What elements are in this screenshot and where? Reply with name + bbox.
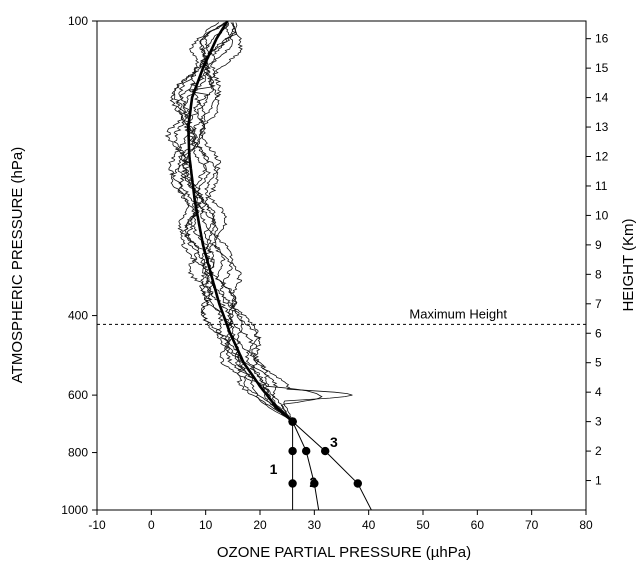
x-tick-label: 30 <box>308 518 322 532</box>
extrapolation-point <box>301 446 311 456</box>
x-tick-label: -10 <box>88 518 106 532</box>
y-axis-left: 100 400 600 800 1000 <box>61 14 97 517</box>
height-tick-label: 6 <box>595 326 602 340</box>
x-tick-label: 20 <box>253 518 267 532</box>
height-tick-label: 3 <box>595 415 602 429</box>
extrapolation-point <box>353 479 362 488</box>
profile-line <box>191 22 323 422</box>
extrapolation-line <box>292 421 320 511</box>
x-tick-label: 0 <box>148 518 155 532</box>
x-axis-title: OZONE PARTIAL PRESSURE (µhPa) <box>217 544 471 561</box>
height-tick-label: 10 <box>595 208 609 222</box>
pressure-tick-label: 800 <box>68 446 88 460</box>
left-axis-title: ATMOSPHERIC PRESSURE (hPa) <box>9 147 26 383</box>
pressure-tick-label: 600 <box>68 388 88 402</box>
right-axis-title: HEIGHT (Km) <box>620 218 637 311</box>
plot-frame <box>96 20 587 511</box>
height-tick-label: 4 <box>595 385 602 399</box>
extrapolation-line <box>292 421 372 511</box>
height-tick-label: 12 <box>595 150 609 164</box>
height-tick-label: 7 <box>595 297 602 311</box>
plot-border <box>96 20 587 511</box>
profile-line <box>164 22 293 422</box>
extrapolation-point <box>321 446 330 456</box>
height-tick-label: 2 <box>595 444 602 458</box>
x-tick-label: 60 <box>471 518 485 532</box>
extrapolation-label: 3 <box>330 434 338 450</box>
individual-profiles <box>164 22 353 422</box>
height-tick-label: 14 <box>595 91 609 105</box>
pressure-tick-label: 100 <box>68 14 88 28</box>
height-tick-label: 13 <box>595 120 609 134</box>
pressure-tick-label: 1000 <box>61 503 88 517</box>
maximum-height-label: Maximum Height <box>409 306 507 321</box>
x-tick-label: 70 <box>525 518 539 532</box>
extrapolation-label: 2 <box>309 474 317 490</box>
extrapolation-label: 1 <box>270 461 278 477</box>
extrapolation-paths: 1 2 3 <box>270 417 372 511</box>
height-tick-label: 15 <box>595 61 609 75</box>
x-tick-label: 40 <box>362 518 376 532</box>
x-tick-label: 80 <box>579 518 593 532</box>
height-tick-label: 8 <box>595 267 602 281</box>
profile-line <box>192 22 293 422</box>
height-tick-label: 16 <box>595 32 609 46</box>
height-tick-label: 11 <box>595 179 608 193</box>
height-tick-label: 9 <box>595 238 602 252</box>
height-tick-label: 5 <box>595 356 602 370</box>
x-axis: -10 0 10 20 30 40 50 60 70 80 <box>88 510 593 532</box>
profile-line <box>198 22 353 422</box>
x-tick-label: 10 <box>199 518 213 532</box>
mean-profile-line <box>186 20 294 423</box>
mean-profile <box>186 20 294 423</box>
profile-line <box>168 22 293 422</box>
extrapolation-point <box>288 417 297 426</box>
profile-line <box>172 22 293 422</box>
profile-line <box>176 22 293 422</box>
extrapolation-point <box>288 479 297 488</box>
extrapolation-point <box>288 446 297 456</box>
extrapolation-point <box>310 479 319 488</box>
x-tick-label: 50 <box>416 518 430 532</box>
height-tick-label: 1 <box>595 474 602 488</box>
pressure-tick-label: 400 <box>68 309 88 323</box>
